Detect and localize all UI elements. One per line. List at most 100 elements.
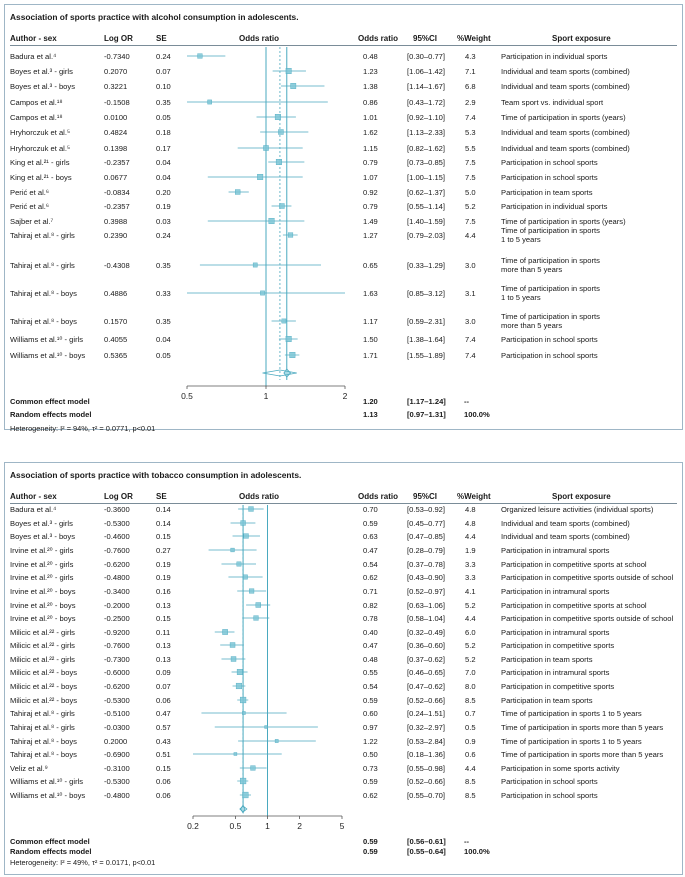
cell-ci: [0.63–1.06] bbox=[407, 601, 446, 610]
cell-ci: [0.36–0.60] bbox=[407, 641, 446, 650]
study-point bbox=[290, 83, 297, 89]
cell-study: Milicic et al.²² - boys bbox=[10, 668, 78, 677]
cell-weight: 0.9 bbox=[465, 737, 476, 746]
cell-se: 0.07 bbox=[156, 67, 171, 76]
cell-se: 0.51 bbox=[156, 750, 171, 759]
cell-sport: Time of participation in sports more tha… bbox=[501, 312, 600, 330]
cell-study: Milicic et al.²² - girls bbox=[10, 628, 75, 637]
cell-sport: Individual and team sports (combined) bbox=[501, 519, 630, 528]
cell-logor: 0.1570 bbox=[104, 317, 128, 326]
header-odds-plot: Odds ratio bbox=[239, 34, 280, 43]
cell-ci: [1.14–1.67] bbox=[407, 82, 446, 91]
cell-study: Boyes et al.³ - girls bbox=[10, 519, 73, 528]
cell-or: 1.27 bbox=[363, 231, 378, 240]
study-point bbox=[278, 129, 284, 135]
cell-study: Tahiraj et al.⁸ - boys bbox=[10, 317, 77, 326]
header-odds-ratio: Odds ratio bbox=[358, 34, 399, 43]
cell-study: Williams et al.¹⁰ - girls bbox=[10, 777, 84, 786]
cell-weight: 7.4 bbox=[465, 351, 476, 360]
cell-weight: 4.4 bbox=[465, 614, 476, 623]
cell-sport: Participation in competitive sports at s… bbox=[501, 560, 647, 569]
cell-or: 1.62 bbox=[363, 128, 378, 137]
tobacco-forest-plot: 0.2 0.5 1 2 5 bbox=[187, 505, 345, 831]
cell-sport: Time of participation in sports more tha… bbox=[501, 256, 600, 274]
cell-sport: Participation in team sports bbox=[501, 655, 593, 664]
cell-se: 0.03 bbox=[156, 217, 171, 226]
cell-or: 1.49 bbox=[363, 217, 378, 226]
common-effect-ci: [1.17–1.24] bbox=[407, 397, 446, 406]
cell-or: 0.82 bbox=[363, 601, 378, 610]
cell-sport: Participation in school sports bbox=[501, 173, 598, 182]
cell-ci: [0.62–1.37] bbox=[407, 188, 446, 197]
cell-se: 0.04 bbox=[156, 173, 171, 182]
cell-weight: 4.1 bbox=[465, 587, 476, 596]
cell-study: Tahiraj et al.⁸ - boys bbox=[10, 737, 77, 746]
alcohol-forest-plot: 0.5 1 2 bbox=[181, 47, 348, 401]
cell-sport: Time of participation in sports 1 to 5 y… bbox=[501, 226, 600, 244]
heterogeneity-text: Heterogeneity: I² = 94%, τ² = 0.0771, p<… bbox=[10, 424, 156, 433]
cell-logor: -0.6200 bbox=[104, 682, 130, 691]
study-point bbox=[289, 352, 296, 358]
cell-or: 0.59 bbox=[363, 519, 378, 528]
cell-ci: [0.52–0.66] bbox=[407, 696, 446, 705]
random-effects-or: 0.59 bbox=[363, 847, 378, 856]
cell-se: 0.19 bbox=[156, 573, 171, 582]
cell-sport: Individual and team sports (combined) bbox=[501, 532, 630, 541]
cell-sport: Participation in competitive sports bbox=[501, 682, 615, 691]
cell-or: 0.65 bbox=[363, 261, 378, 270]
cell-ci: [0.47–0.85] bbox=[407, 532, 446, 541]
cell-study: Irvine et al.²⁰ - girls bbox=[10, 546, 74, 555]
cell-sport: Participation in school sports bbox=[501, 158, 598, 167]
cell-study: Campos et al.¹⁸ bbox=[10, 113, 63, 122]
cell-study: Badura et al.⁴ bbox=[10, 505, 57, 514]
cell-or: 1.01 bbox=[363, 113, 378, 122]
cell-weight: 8.0 bbox=[465, 682, 476, 691]
cell-weight: 8.5 bbox=[465, 696, 476, 705]
cell-sport: Time of participation in sports more tha… bbox=[501, 723, 664, 732]
common-effect-or: 1.20 bbox=[363, 397, 378, 406]
header-odds-plot: Odds ratio bbox=[239, 492, 280, 501]
cell-se: 0.47 bbox=[156, 709, 171, 718]
cell-or: 0.59 bbox=[363, 696, 378, 705]
study-point bbox=[248, 506, 254, 512]
cell-sport: Participation in competitive sports outs… bbox=[501, 573, 674, 582]
cell-se: 0.35 bbox=[156, 317, 171, 326]
study-point bbox=[250, 765, 256, 771]
cell-study: King et al.²¹ - girls bbox=[10, 158, 70, 167]
cell-study: Williams et al.¹⁰ - boys bbox=[10, 791, 86, 800]
cell-ci: [0.37–0.62] bbox=[407, 655, 446, 664]
cell-study: Perić et al.⁶ bbox=[10, 188, 49, 197]
cell-study: Badura et al.⁴ bbox=[10, 52, 57, 61]
cell-or: 1.23 bbox=[363, 67, 378, 76]
cell-logor: 0.1398 bbox=[104, 144, 128, 153]
cell-sport: Participation in competitive sports outs… bbox=[501, 614, 674, 623]
x-tick-label: 1 bbox=[265, 821, 270, 831]
cell-ci: [0.37–0.78] bbox=[407, 560, 446, 569]
cell-study: Irvine et al.²⁰ - boys bbox=[10, 587, 76, 596]
cell-logor: -0.7600 bbox=[104, 546, 130, 555]
study-point bbox=[242, 574, 248, 580]
cell-se: 0.04 bbox=[156, 335, 171, 344]
header-weight: %Weight bbox=[457, 492, 491, 501]
header-ci: 95%CI bbox=[413, 492, 438, 501]
random-effects-diamond bbox=[262, 369, 297, 377]
cell-or: 0.62 bbox=[363, 573, 378, 582]
x-tick-label: 0.5 bbox=[181, 391, 193, 401]
cell-weight: 5.0 bbox=[465, 188, 476, 197]
study-point bbox=[275, 159, 282, 165]
cell-sport: Participation in competitive sports bbox=[501, 641, 615, 650]
cell-study: Boyes et al.³ - boys bbox=[10, 82, 75, 91]
cell-or: 0.97 bbox=[363, 723, 378, 732]
cell-sport: Time of participation in sports more tha… bbox=[501, 750, 664, 759]
study-point bbox=[281, 318, 287, 324]
random-effects-weight: 100.0% bbox=[464, 410, 490, 419]
cell-logor: -0.3400 bbox=[104, 587, 130, 596]
cell-ci: [1.06–1.42] bbox=[407, 67, 446, 76]
cell-study: Tahiraj et al.⁸ - girls bbox=[10, 723, 75, 732]
cell-study: Milicic et al.²² - girls bbox=[10, 641, 75, 650]
cell-or: 1.63 bbox=[363, 289, 378, 298]
cell-se: 0.33 bbox=[156, 289, 171, 298]
cell-logor: -0.5300 bbox=[104, 777, 130, 786]
cell-weight: 8.5 bbox=[465, 777, 476, 786]
cell-or: 0.62 bbox=[363, 791, 378, 800]
